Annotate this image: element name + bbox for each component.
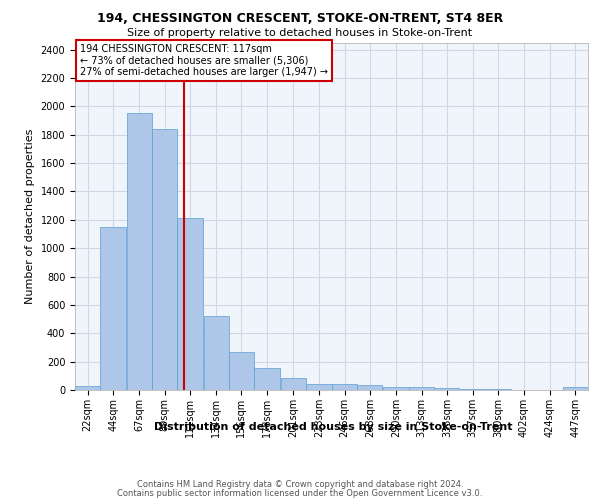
Text: 194 CHESSINGTON CRESCENT: 117sqm
← 73% of detached houses are smaller (5,306)
27: 194 CHESSINGTON CRESCENT: 117sqm ← 73% o… (80, 44, 328, 78)
Bar (152, 129, 177, 390)
Bar (75, 386, 100, 390)
Bar (100, 227, 127, 390)
Text: Contains public sector information licensed under the Open Government Licence v3: Contains public sector information licen… (118, 488, 482, 498)
Text: Size of property relative to detached houses in Stoke-on-Trent: Size of property relative to detached ho… (127, 28, 473, 38)
Y-axis label: Number of detached properties: Number of detached properties (25, 128, 35, 304)
Bar (383, 387, 409, 390)
Bar (281, 378, 305, 390)
Text: 194, CHESSINGTON CRESCENT, STOKE-ON-TRENT, ST4 8ER: 194, CHESSINGTON CRESCENT, STOKE-ON-TREN… (97, 12, 503, 26)
Bar (460, 389, 485, 390)
Text: Distribution of detached houses by size in Stoke-on-Trent: Distribution of detached houses by size … (154, 422, 512, 432)
Bar (204, 316, 229, 390)
Bar (229, 352, 254, 390)
Bar (409, 388, 434, 390)
Bar (306, 384, 332, 390)
Bar (434, 388, 459, 390)
Bar (332, 384, 357, 390)
Bar (127, 114, 152, 390)
Bar (358, 385, 382, 390)
Bar (563, 387, 588, 390)
Bar (178, 218, 203, 390)
Text: Contains HM Land Registry data © Crown copyright and database right 2024.: Contains HM Land Registry data © Crown c… (137, 480, 463, 489)
Bar (254, 368, 280, 390)
